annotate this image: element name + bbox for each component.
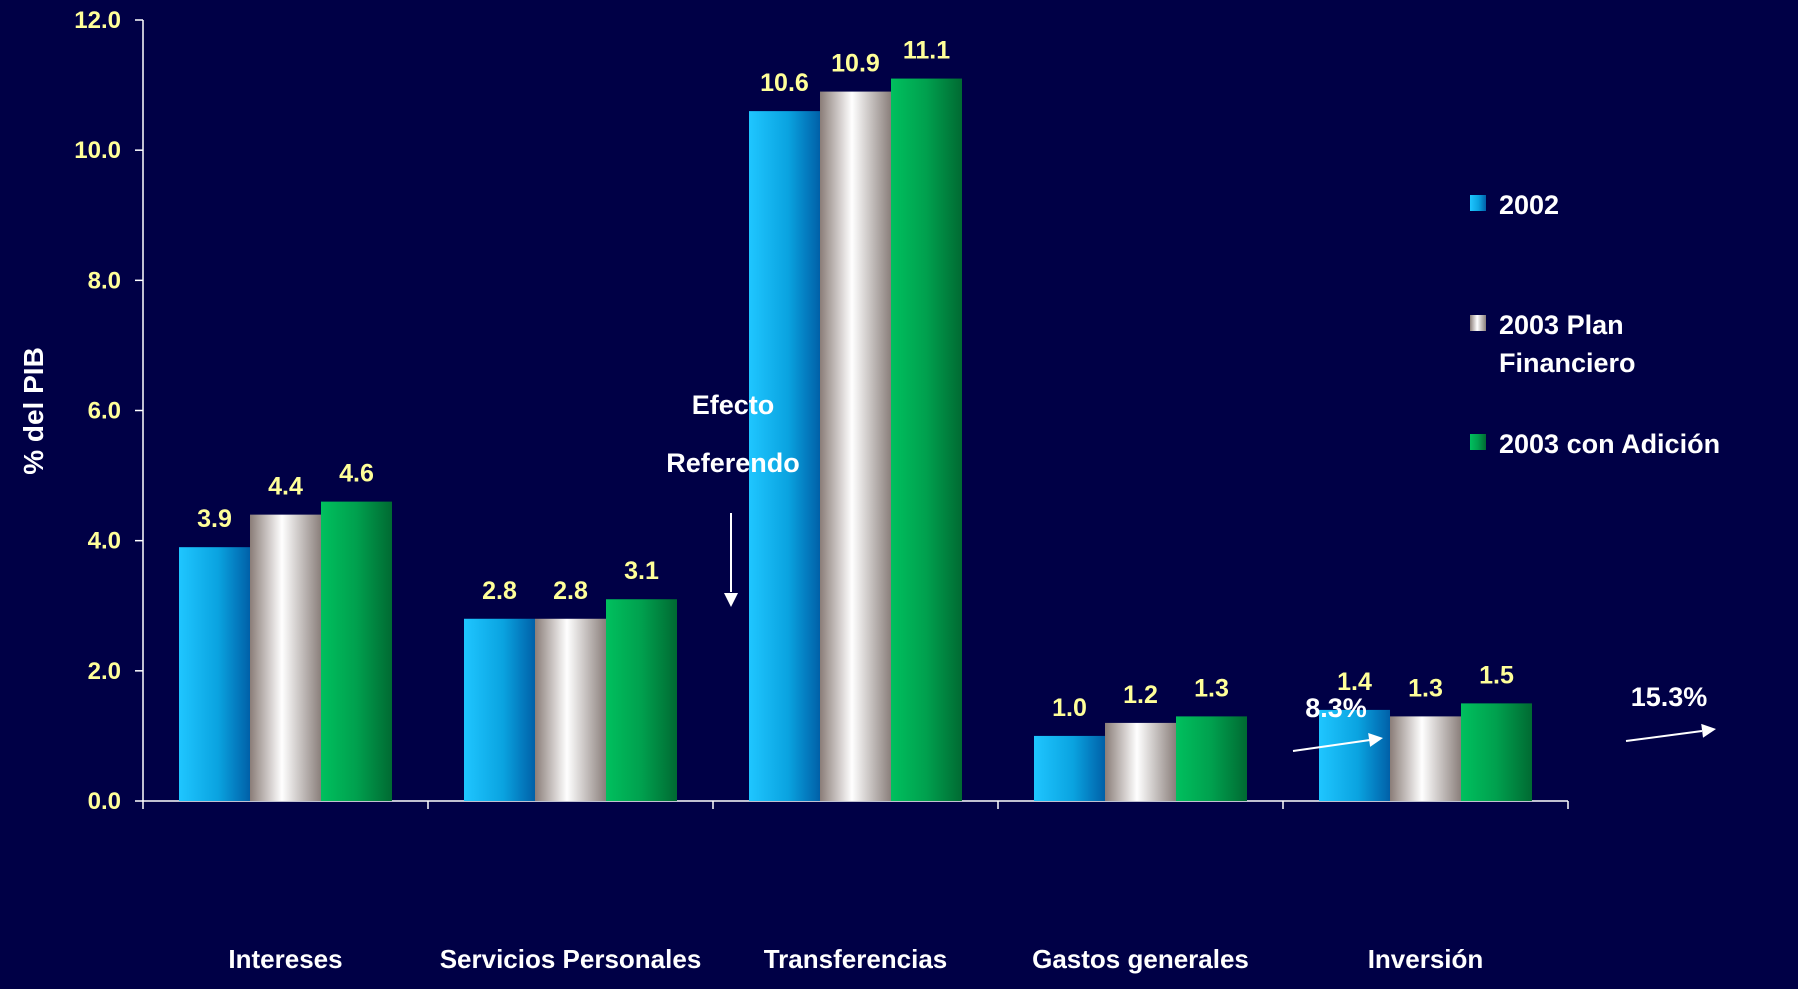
data-label: 1.4 <box>1337 668 1372 696</box>
legend: 2002 2003 Plan Financiero 2003 con Adición <box>1470 190 1720 459</box>
y-tick-label: 0.0 <box>88 788 121 815</box>
bar <box>321 501 392 801</box>
legend-label: 2003 con Adición <box>1499 429 1720 459</box>
bar <box>535 618 606 801</box>
y-tick-label: 10.0 <box>74 137 121 164</box>
data-label: 3.1 <box>624 557 659 585</box>
bar <box>1034 735 1105 801</box>
bar <box>1105 722 1176 801</box>
legend-swatch <box>1470 315 1486 331</box>
bar <box>606 599 677 801</box>
data-label: 1.0 <box>1052 694 1087 722</box>
bar <box>179 547 250 801</box>
data-label: 1.3 <box>1194 674 1229 702</box>
bar <box>1319 709 1390 801</box>
bar <box>891 78 962 801</box>
y-tick-label: 12.0 <box>74 7 121 34</box>
data-label: 4.6 <box>339 460 374 488</box>
data-label: 1.2 <box>1123 681 1158 709</box>
axes: 0.0 2.0 4.0 6.0 8.0 10.0 12.0 % del PIB Interese… <box>18 7 1569 974</box>
x-tick-label: Inversión <box>1368 944 1484 974</box>
bar <box>250 514 321 801</box>
data-label: 11.1 <box>903 37 950 65</box>
legend-swatch <box>1470 195 1486 211</box>
annotation-text: 15.3% <box>1631 682 1708 712</box>
arrow-head <box>724 593 738 607</box>
bar <box>464 618 535 801</box>
bar <box>1176 716 1247 801</box>
annotation-text: 8.3% <box>1305 693 1367 723</box>
data-label: 1.5 <box>1479 661 1514 689</box>
annotations: Efecto Referendo 8.3% 15.3% <box>666 390 1716 752</box>
y-tick-label: 6.0 <box>88 398 121 425</box>
y-tick-label: 8.0 <box>88 267 121 294</box>
data-label: 4.4 <box>268 473 303 501</box>
legend-swatch <box>1470 434 1486 450</box>
data-label: 2.8 <box>482 577 517 605</box>
bar <box>1461 703 1532 801</box>
x-tick-label: Servicios Personales <box>440 944 702 974</box>
legend-label: 2002 <box>1499 190 1559 220</box>
legend-label: Financiero <box>1499 348 1636 378</box>
annotation-text: Referendo <box>666 448 800 478</box>
bar <box>820 91 891 801</box>
x-tick-label: Intereses <box>228 944 342 974</box>
data-label: 3.9 <box>197 505 232 533</box>
y-tick-label: 4.0 <box>88 528 121 555</box>
data-label: 1.3 <box>1408 674 1443 702</box>
legend-label: 2003 Plan <box>1499 310 1624 340</box>
x-tick-label: Gastos generales <box>1032 944 1249 974</box>
bar <box>749 111 820 801</box>
value-labels: 3.9 4.4 4.6 2.8 2.8 3.1 10.6 10.9 11.1 1.0 1.2 1.3 1… <box>197 37 1514 722</box>
data-label: 10.9 <box>831 50 880 78</box>
bar <box>1390 716 1461 801</box>
arrow-line <box>1292 739 1371 752</box>
data-label: 2.8 <box>553 577 588 605</box>
bars <box>179 78 1532 801</box>
data-label: 10.6 <box>760 69 809 97</box>
annotation-text: Efecto <box>692 390 775 420</box>
arrow-line <box>1625 730 1703 742</box>
y-tick-label: 2.0 <box>88 658 121 685</box>
y-axis-label: % del PIB <box>18 347 49 475</box>
arrow-head <box>1701 723 1716 738</box>
x-tick-label: Transferencias <box>764 944 948 974</box>
arrow-head <box>1368 733 1383 747</box>
